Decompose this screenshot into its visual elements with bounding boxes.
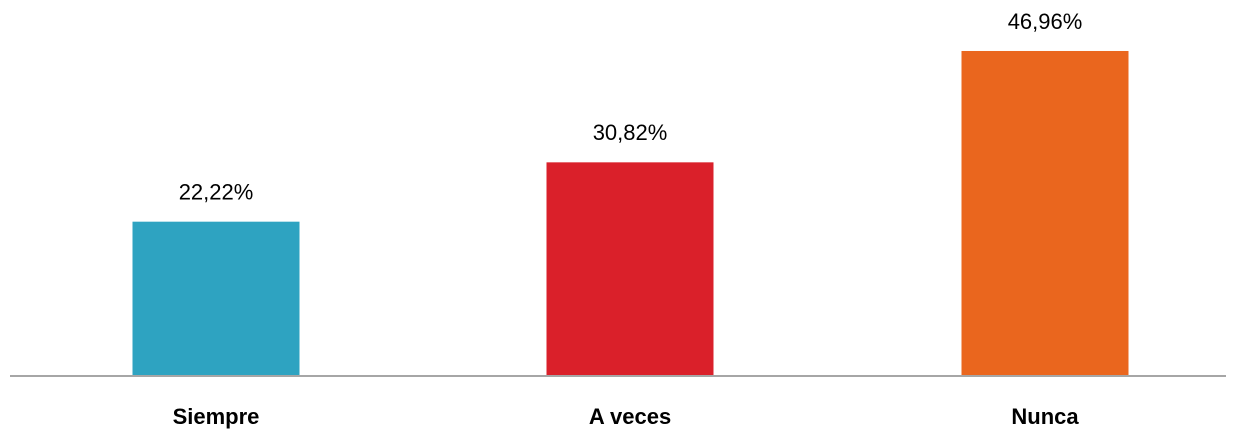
category-label: Nunca: [1011, 404, 1079, 429]
bar: [132, 221, 300, 375]
value-label: 22,22%: [179, 179, 254, 204]
bar: [546, 162, 714, 375]
category-label: Siempre: [173, 404, 260, 429]
value-label: 46,96%: [1008, 9, 1083, 34]
bar: [961, 50, 1129, 375]
category-label: A veces: [589, 404, 671, 429]
value-label: 30,82%: [593, 120, 668, 145]
